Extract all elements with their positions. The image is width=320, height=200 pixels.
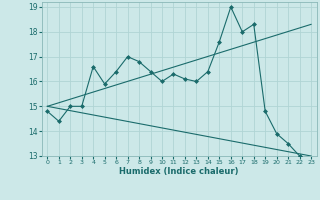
X-axis label: Humidex (Indice chaleur): Humidex (Indice chaleur) (119, 167, 239, 176)
